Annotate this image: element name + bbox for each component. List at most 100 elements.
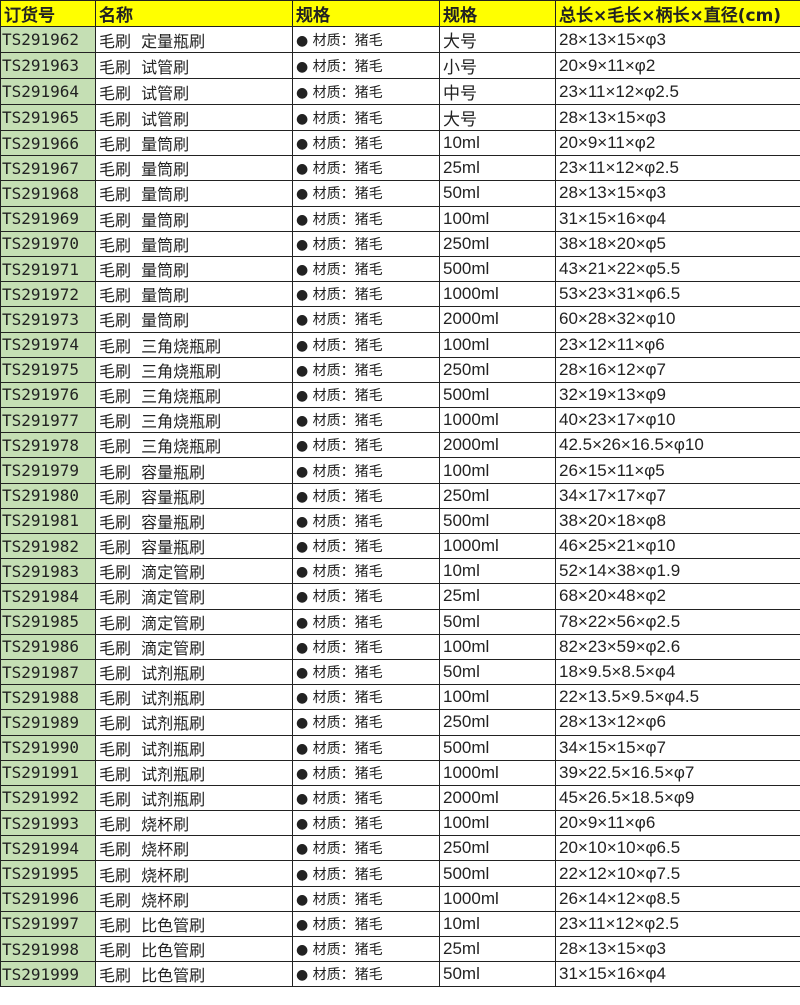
order-number-cell: TS291970: [0, 230, 96, 257]
dimensions-cell: 20×9×11×φ2: [555, 129, 800, 157]
size-cell: 10ml: [439, 558, 556, 585]
dimensions-cell: 38×18×20×φ5: [555, 230, 800, 257]
order-number-cell: TS291976: [0, 381, 96, 409]
spec-cell: ● 材质：猪毛: [292, 306, 440, 333]
size-cell: 25ml: [439, 583, 556, 610]
table-row: TS291999 毛刷 比色管刷 ● 材质：猪毛 50ml 31×15×16×φ4: [0, 961, 800, 988]
order-number-cell: TS291993: [0, 810, 96, 837]
name-cell: 毛刷 试剂瓶刷: [95, 709, 293, 736]
dimensions-cell: 32×19×13×φ9: [555, 381, 800, 409]
order-number-cell: TS291965: [0, 104, 96, 131]
size-cell: 500ml: [439, 255, 556, 283]
spec-cell: ● 材质：猪毛: [292, 432, 440, 459]
name-cell: 毛刷 烧杯刷: [95, 860, 293, 887]
header-order-number: 订货号: [0, 0, 96, 27]
size-cell: 100ml: [439, 810, 556, 837]
dimensions-cell: 26×14×12×φ8.5: [555, 885, 800, 912]
spec-cell: ● 材质：猪毛: [292, 709, 440, 736]
size-cell: 大号: [439, 26, 556, 53]
dimensions-cell: 28×13×15×φ3: [555, 935, 800, 963]
dimensions-cell: 28×13×12×φ6: [555, 709, 800, 736]
size-cell: 500ml: [439, 734, 556, 761]
order-number-cell: TS291988: [0, 684, 96, 711]
spec-cell: ● 材质：猪毛: [292, 205, 440, 232]
name-cell: 毛刷 三角烧瓶刷: [95, 356, 293, 383]
order-number-cell: TS291984: [0, 583, 96, 610]
size-cell: 25ml: [439, 155, 556, 182]
size-cell: 500ml: [439, 381, 556, 409]
name-cell: 毛刷 量筒刷: [95, 230, 293, 257]
order-number-cell: TS291998: [0, 935, 96, 963]
table-row: TS291997 毛刷 比色管刷 ● 材质：猪毛 10ml 23×11×12×φ2.5: [0, 910, 800, 938]
order-number-cell: TS291977: [0, 407, 96, 434]
order-number-cell: TS291962: [0, 26, 96, 53]
dimensions-cell: 22×13.5×9.5×φ4.5: [555, 684, 800, 711]
name-cell: 毛刷 三角烧瓶刷: [95, 432, 293, 459]
size-cell: 1000ml: [439, 532, 556, 560]
name-cell: 毛刷 试剂瓶刷: [95, 759, 293, 786]
header-name: 名称: [95, 0, 293, 27]
spec-cell: ● 材质：猪毛: [292, 910, 440, 938]
dimensions-cell: 60×28×32×φ10: [555, 306, 800, 333]
dimensions-cell: 23×11×12×φ2.5: [555, 155, 800, 182]
dimensions-cell: 20×9×11×φ2: [555, 52, 800, 79]
name-cell: 毛刷 容量瓶刷: [95, 532, 293, 560]
name-cell: 毛刷 量筒刷: [95, 155, 293, 182]
name-cell: 毛刷 量筒刷: [95, 129, 293, 157]
size-cell: 25ml: [439, 935, 556, 963]
spec-cell: ● 材质：猪毛: [292, 532, 440, 560]
table-row: TS291962 毛刷 定量瓶刷 ● 材质：猪毛 大号 28×13×15×φ3: [0, 26, 800, 53]
spec-cell: ● 材质：猪毛: [292, 810, 440, 837]
size-cell: 250ml: [439, 482, 556, 509]
order-number-cell: TS291999: [0, 961, 96, 988]
size-cell: 2000ml: [439, 784, 556, 812]
header-row: 订货号 名称 规格 规格 总长×毛长×柄长×直径(cm): [0, 0, 800, 27]
size-cell: 100ml: [439, 684, 556, 711]
name-cell: 毛刷 试管刷: [95, 78, 293, 105]
table-row: TS291986 毛刷 滴定管刷 ● 材质：猪毛 100ml 82×23×59×φ2.6: [0, 633, 800, 660]
size-cell: 100ml: [439, 205, 556, 232]
spec-cell: ● 材质：猪毛: [292, 407, 440, 434]
spec-cell: ● 材质：猪毛: [292, 835, 440, 862]
spec-cell: ● 材质：猪毛: [292, 860, 440, 887]
name-cell: 毛刷 容量瓶刷: [95, 457, 293, 484]
dimensions-cell: 28×13×15×φ3: [555, 26, 800, 53]
name-cell: 毛刷 量筒刷: [95, 205, 293, 232]
spec-cell: ● 材质：猪毛: [292, 180, 440, 207]
spec-cell: ● 材质：猪毛: [292, 684, 440, 711]
dimensions-cell: 20×10×10×φ6.5: [555, 835, 800, 862]
dimensions-cell: 39×22.5×16.5×φ7: [555, 759, 800, 786]
order-number-cell: TS291983: [0, 558, 96, 585]
table-row: TS291976 毛刷 三角烧瓶刷 ● 材质：猪毛 500ml 32×19×13×φ9: [0, 381, 800, 409]
header-spec: 规格: [292, 0, 440, 27]
table-row: TS291969 毛刷 量筒刷 ● 材质：猪毛 100ml 31×15×16×φ4: [0, 205, 800, 232]
dimensions-cell: 52×14×38×φ1.9: [555, 558, 800, 585]
size-cell: 100ml: [439, 457, 556, 484]
spec-cell: ● 材质：猪毛: [292, 658, 440, 686]
size-cell: 100ml: [439, 633, 556, 660]
order-number-cell: TS291981: [0, 507, 96, 535]
order-number-cell: TS291974: [0, 331, 96, 358]
table-row: TS291977 毛刷 三角烧瓶刷 ● 材质：猪毛 1000ml 40×23×17×φ1…: [0, 407, 800, 434]
order-number-cell: TS291992: [0, 784, 96, 812]
table-row: TS291973 毛刷 量筒刷 ● 材质：猪毛 2000ml 60×28×32×φ10: [0, 306, 800, 333]
table-row: TS291963 毛刷 试管刷 ● 材质：猪毛 小号 20×9×11×φ2: [0, 52, 800, 79]
order-number-cell: TS291991: [0, 759, 96, 786]
size-cell: 500ml: [439, 860, 556, 887]
dimensions-cell: 22×12×10×φ7.5: [555, 860, 800, 887]
size-cell: 10ml: [439, 910, 556, 938]
order-number-cell: TS291995: [0, 860, 96, 887]
table-row: TS291972 毛刷 量筒刷 ● 材质：猪毛 1000ml 53×23×31×φ6.5: [0, 281, 800, 308]
dimensions-cell: 34×17×17×φ7: [555, 482, 800, 509]
table-row: TS291967 毛刷 量筒刷 ● 材质：猪毛 25ml 23×11×12×φ2.5: [0, 155, 800, 182]
order-number-cell: TS291989: [0, 709, 96, 736]
spec-cell: ● 材质：猪毛: [292, 230, 440, 257]
spec-cell: ● 材质：猪毛: [292, 52, 440, 79]
header-size: 规格: [439, 0, 556, 27]
name-cell: 毛刷 量筒刷: [95, 255, 293, 283]
order-number-cell: TS291986: [0, 633, 96, 660]
order-number-cell: TS291966: [0, 129, 96, 157]
name-cell: 毛刷 比色管刷: [95, 935, 293, 963]
size-cell: 1000ml: [439, 759, 556, 786]
